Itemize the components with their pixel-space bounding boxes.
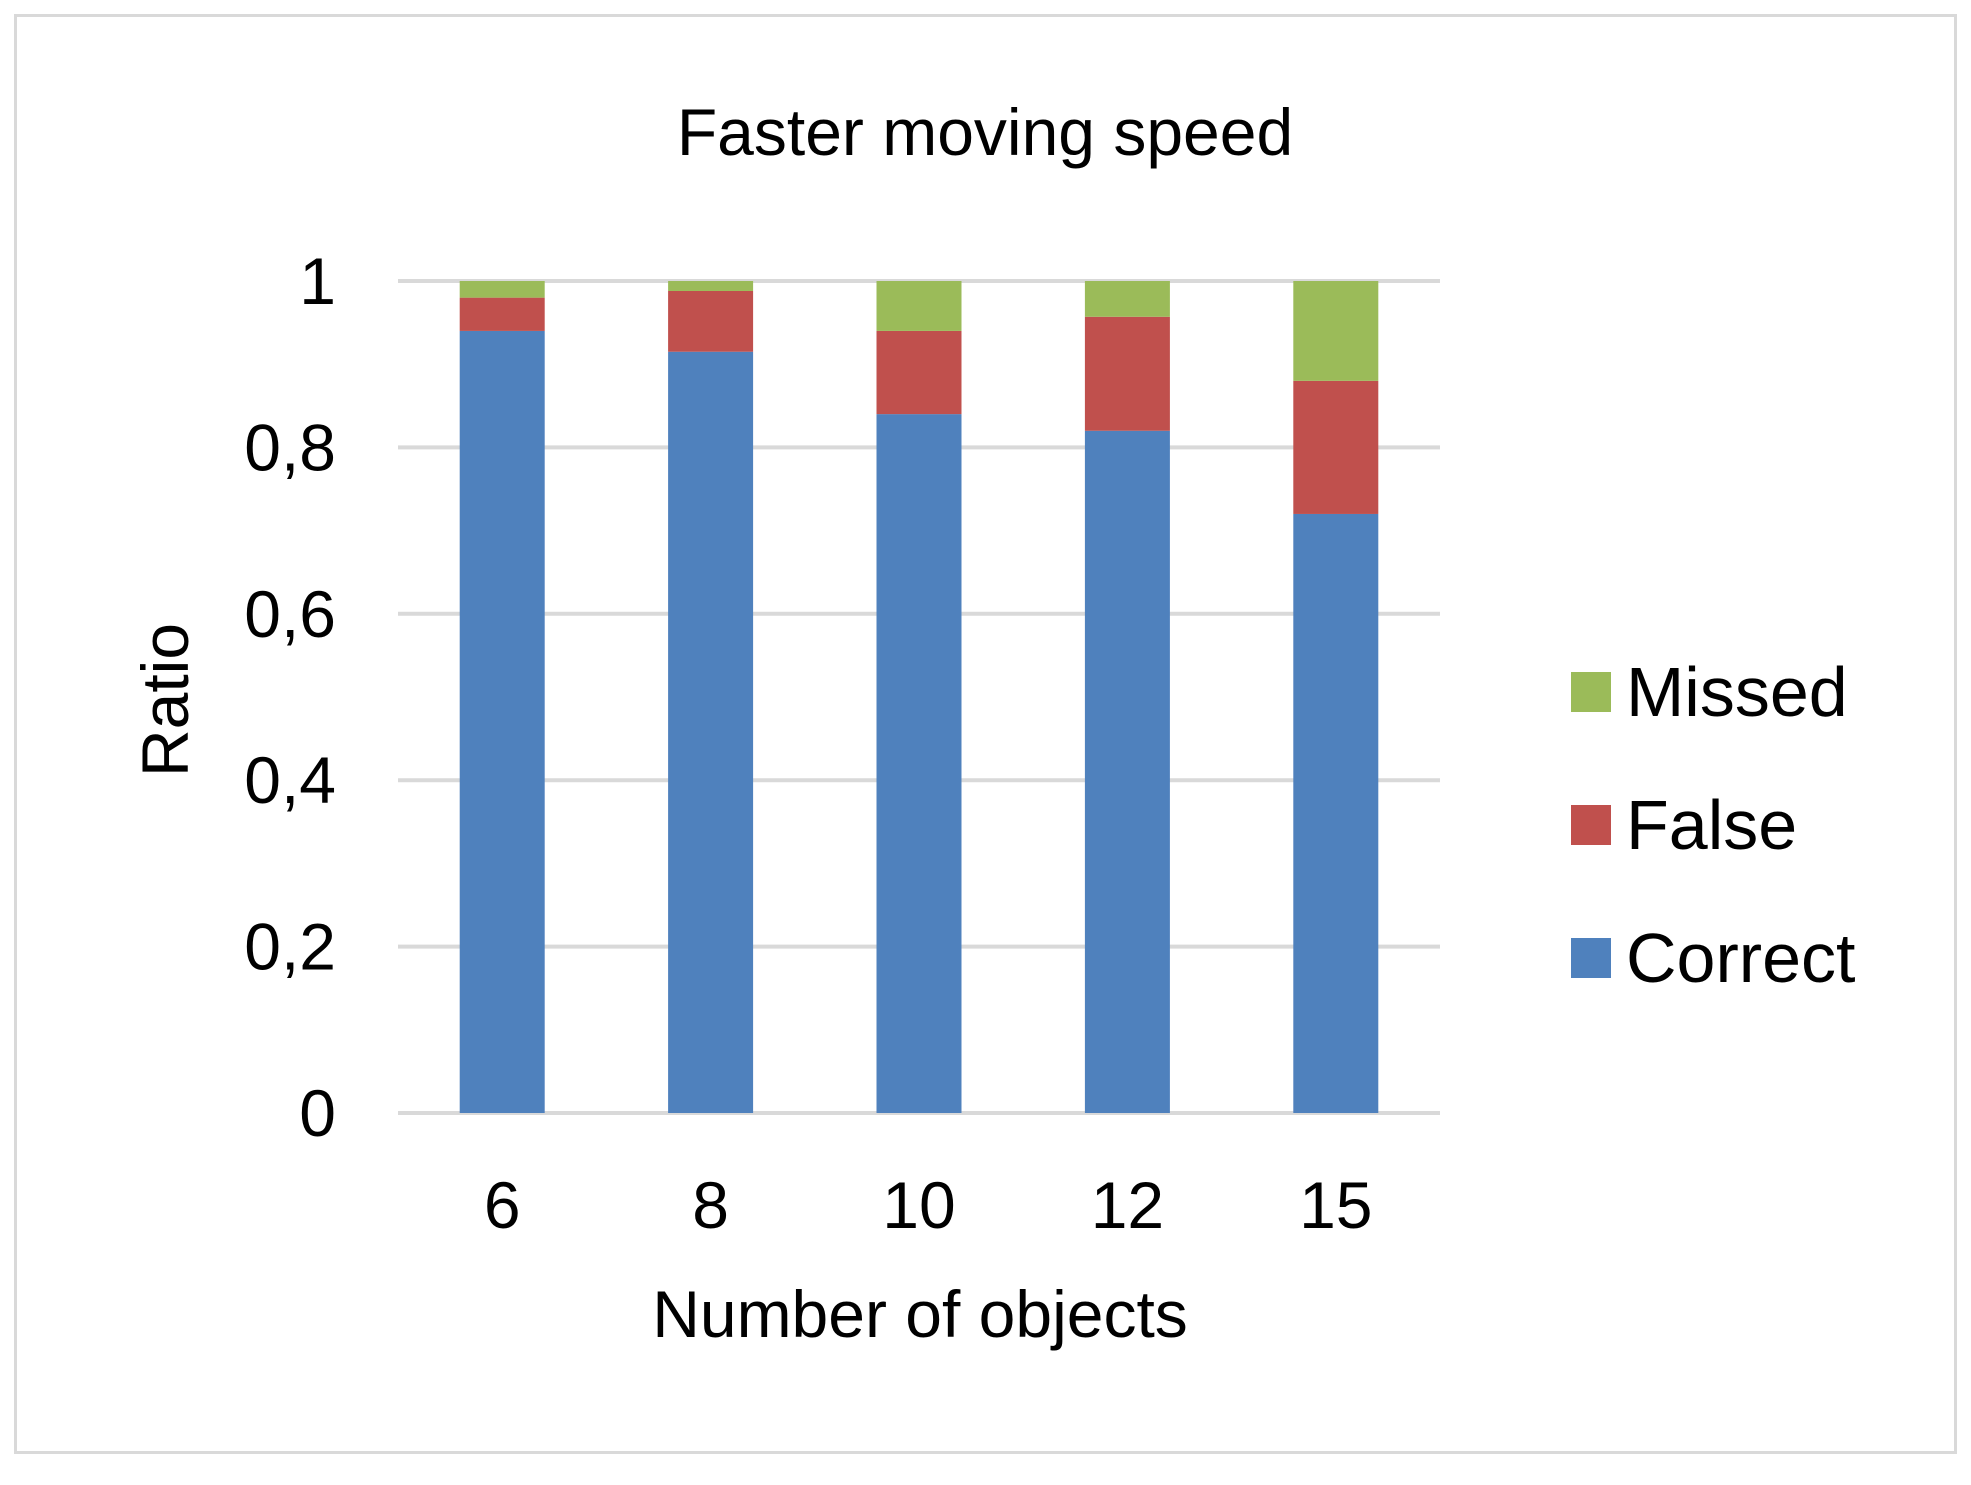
bar-false-12 [1084, 316, 1170, 431]
y-tick-label: 1 [299, 244, 336, 318]
bars [459, 281, 1379, 1114]
legend-label-false: False [1626, 786, 1797, 864]
bar-false-8 [668, 290, 754, 352]
bar-correct-6 [459, 330, 545, 1113]
legend-swatch-missed [1571, 672, 1611, 712]
x-tick-label: 8 [692, 1168, 729, 1242]
y-tick-label: 0,4 [244, 743, 336, 817]
bar-missed-6 [459, 281, 545, 298]
bar-missed-15 [1293, 281, 1379, 381]
bar-false-10 [876, 330, 962, 415]
legend-label-correct: Correct [1626, 919, 1855, 997]
bar-correct-10 [876, 414, 962, 1113]
bar-false-15 [1293, 380, 1379, 514]
legend-swatch-false [1571, 805, 1611, 845]
x-tick-label: 10 [882, 1168, 955, 1242]
legend-swatch-correct [1571, 938, 1611, 978]
y-tick-label: 0,6 [244, 577, 336, 651]
legend-label-missed: Missed [1626, 653, 1848, 731]
x-axis-label: Number of objects [652, 1277, 1188, 1351]
x-tick-label: 15 [1299, 1168, 1372, 1242]
x-tick-label: 6 [484, 1168, 521, 1242]
bar-correct-15 [1293, 513, 1379, 1113]
y-tick-label: 0 [299, 1076, 336, 1150]
bar-correct-12 [1084, 430, 1170, 1113]
bar-false-6 [459, 297, 545, 331]
bar-missed-8 [668, 281, 754, 291]
y-tick-label: 0,8 [244, 410, 336, 484]
chart-title: Faster moving speed [677, 95, 1293, 169]
x-tick-labels: 6 8 10 12 15 [484, 1168, 1373, 1242]
y-axis-label: Ratio [128, 623, 202, 777]
chart-frame [14, 14, 1957, 1454]
y-tick-label: 0,2 [244, 910, 336, 984]
x-tick-label: 12 [1091, 1168, 1164, 1242]
legend: Missed False Correct [1571, 653, 1855, 997]
y-tick-labels: 0 0,2 0,4 0,6 0,8 1 [244, 244, 336, 1150]
bar-correct-8 [668, 351, 754, 1114]
bar-missed-10 [876, 281, 962, 331]
bar-missed-12 [1084, 281, 1170, 317]
